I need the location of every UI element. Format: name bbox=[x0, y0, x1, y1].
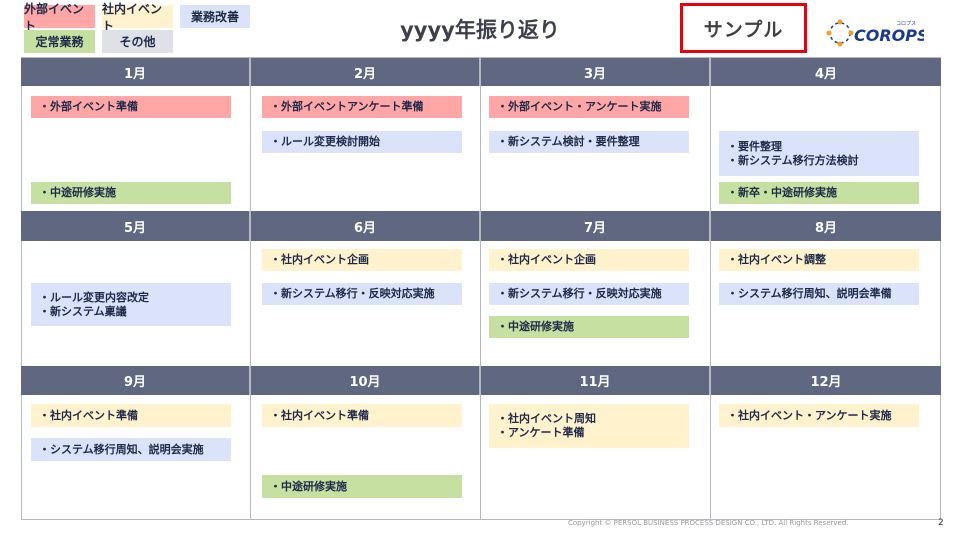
task-item: ・ルール変更内容改定 ・新システム稟議 bbox=[31, 283, 231, 326]
task-text: ・外部イベント・アンケート実施 bbox=[497, 100, 662, 113]
task-item: ・新システム移行・反映対応実施 bbox=[489, 283, 689, 305]
task-item: ・中途研修実施 bbox=[489, 316, 689, 338]
month-header: 10月 bbox=[251, 366, 481, 395]
task-item: ・システム移行周知、説明会準備 bbox=[719, 283, 919, 305]
month-header: 7月 bbox=[481, 211, 711, 241]
sample-label: サンプル bbox=[680, 3, 807, 53]
month-cell: ・社内イベント準備・システム移行周知、説明会実施 bbox=[21, 395, 251, 520]
task-item: ・社内イベント周知 ・アンケート準備 bbox=[489, 404, 689, 448]
month-cell: ・社内イベント準備 ・中途研修実施 bbox=[251, 395, 481, 520]
task-item: ・新卒・中途研修実施 bbox=[719, 182, 919, 204]
month-header: 12月 bbox=[711, 366, 941, 395]
month-header: 1月 bbox=[21, 58, 251, 86]
task-text: ・要件整理 bbox=[727, 139, 782, 153]
task-text: ・中途研修実施 bbox=[497, 320, 574, 333]
task-text: ・新システム移行・反映対応実施 bbox=[497, 287, 662, 300]
task-item: ・システム移行周知、説明会実施 bbox=[31, 438, 231, 461]
task-text: ・外部イベント準備 bbox=[39, 100, 138, 113]
legend-other: その他 bbox=[102, 30, 173, 53]
task-item: ・新システム検討・要件整理 bbox=[489, 131, 689, 153]
task-text: ・システム移行周知、説明会準備 bbox=[727, 287, 892, 300]
month-header: 9月 bbox=[21, 366, 251, 395]
month-header: 2月 bbox=[251, 58, 481, 86]
month-cell: ・要件整理 ・新システム移行方法検討 ・新卒・中途研修実施 bbox=[711, 86, 941, 211]
task-text: ・ルール変更内容改定 bbox=[39, 290, 149, 304]
task-text: ・新システム検討・要件整理 bbox=[497, 135, 640, 148]
task-text: ・新卒・中途研修実施 bbox=[727, 186, 837, 199]
task-item: ・ルール変更検討開始 bbox=[262, 131, 462, 153]
month-header: 5月 bbox=[21, 211, 251, 241]
task-item: ・社内イベント・アンケート実施 bbox=[719, 404, 919, 427]
task-item: ・社内イベント調整 bbox=[719, 249, 919, 271]
task-text: ・社内イベント企画 bbox=[270, 253, 369, 266]
month-cell: ・社内イベント企画・新システム移行・反映対応実施 bbox=[251, 241, 481, 366]
task-text: ・システム移行周知、説明会実施 bbox=[39, 442, 204, 456]
month-header: 3月 bbox=[481, 58, 711, 86]
task-item: ・中途研修実施 bbox=[262, 475, 462, 498]
task-item: ・社内イベント準備 bbox=[31, 404, 231, 427]
month-cell: ・社内イベント周知 ・アンケート準備 bbox=[481, 395, 711, 520]
month-calendar-grid: 1月 ・外部イベント準備 ・中途研修実施 2月 ・外部イベントアンケート準備 ・ルール変更… bbox=[21, 57, 941, 520]
task-text: ・ルール変更検討開始 bbox=[270, 135, 380, 148]
task-item: ・中途研修実施 bbox=[31, 182, 231, 204]
month-cell: ・外部イベント・アンケート実施 ・新システム検討・要件整理 bbox=[481, 86, 711, 211]
task-item: ・新システム移行・反映対応実施 bbox=[262, 283, 462, 305]
task-item: ・社内イベント企画 bbox=[262, 249, 462, 271]
task-item: ・要件整理 ・新システム移行方法検討 bbox=[719, 131, 919, 176]
task-text: ・社内イベント・アンケート実施 bbox=[727, 408, 892, 422]
task-text: ・社内イベント調整 bbox=[727, 253, 826, 266]
task-text: ・社内イベント準備 bbox=[39, 408, 138, 422]
task-text: ・アンケート準備 bbox=[497, 426, 585, 439]
copyright: Copyright © PERSOL BUSINESS PROCESS DESI… bbox=[568, 519, 849, 527]
task-text: ・新システム稟議 bbox=[39, 304, 127, 318]
task-text: ・外部イベントアンケート準備 bbox=[270, 100, 424, 113]
svg-text:コロプス: コロプス bbox=[896, 21, 916, 27]
task-text: ・社内イベント企画 bbox=[497, 253, 596, 266]
legend-routine-work: 定常業務 bbox=[24, 30, 95, 53]
task-text: ・新システム移行・反映対応実施 bbox=[270, 287, 435, 300]
task-item: ・外部イベントアンケート準備 bbox=[262, 96, 462, 118]
logo-text: COROPS bbox=[854, 26, 924, 45]
corops-logo: COROPS コロプス bbox=[824, 16, 929, 50]
task-text: ・新システム移行方法検討 bbox=[727, 153, 859, 167]
task-text: ・社内イベント周知 bbox=[497, 412, 596, 425]
month-cell: ・外部イベント準備 ・中途研修実施 bbox=[21, 86, 251, 211]
legend-internal-event: 社内イベント bbox=[102, 2, 173, 33]
task-item: ・社内イベント企画 bbox=[489, 249, 689, 271]
month-cell: ・社内イベント・アンケート実施 bbox=[711, 395, 941, 520]
month-header: 4月 bbox=[711, 58, 941, 86]
month-header: 6月 bbox=[251, 211, 481, 241]
legend-business-improvement: 業務改善 bbox=[180, 5, 250, 28]
task-text: ・社内イベント準備 bbox=[270, 408, 369, 422]
month-header: 8月 bbox=[711, 211, 941, 241]
page-number: 2 bbox=[938, 518, 944, 528]
task-item: ・外部イベント準備 bbox=[31, 96, 231, 118]
corops-logo-icon: COROPS コロプス bbox=[826, 19, 929, 47]
month-header: 11月 bbox=[481, 366, 711, 395]
month-cell: ・社内イベント企画・新システム移行・反映対応実施 ・中途研修実施 bbox=[481, 241, 711, 366]
task-text: ・中途研修実施 bbox=[39, 186, 116, 199]
legend-external-event: 外部イベント bbox=[24, 2, 95, 33]
month-cell: ・ルール変更内容改定 ・新システム稟議 bbox=[21, 241, 251, 366]
task-text: ・中途研修実施 bbox=[270, 479, 347, 493]
month-cell: ・外部イベントアンケート準備 ・ルール変更検討開始 bbox=[251, 86, 481, 211]
month-cell: ・社内イベント調整・システム移行周知、説明会準備 bbox=[711, 241, 941, 366]
task-item: ・外部イベント・アンケート実施 bbox=[489, 96, 689, 118]
page-title: yyyy年振り返り bbox=[400, 18, 560, 42]
task-item: ・社内イベント準備 bbox=[262, 404, 462, 427]
